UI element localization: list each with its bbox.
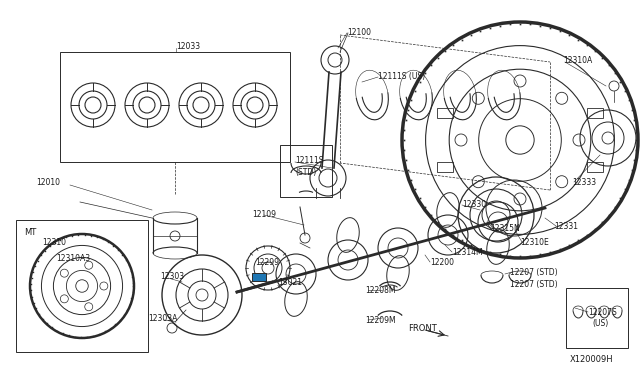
- Text: 12109: 12109: [252, 210, 276, 219]
- Bar: [60, 52, 290, 162]
- Text: 12033: 12033: [176, 42, 200, 51]
- Text: 12010: 12010: [36, 178, 60, 187]
- Text: 12207 (STD): 12207 (STD): [510, 268, 557, 277]
- Text: 12310: 12310: [42, 238, 66, 247]
- Text: 12303A: 12303A: [148, 314, 177, 323]
- Text: 12208M: 12208M: [365, 286, 396, 295]
- Text: 12333: 12333: [572, 178, 596, 187]
- Bar: [588, 163, 604, 173]
- Text: 12303: 12303: [160, 272, 184, 281]
- Bar: [16, 220, 148, 352]
- Text: 12207S: 12207S: [588, 308, 617, 317]
- Text: 12111S (US): 12111S (US): [378, 72, 425, 81]
- Text: (US): (US): [592, 319, 608, 328]
- Text: X120009H: X120009H: [570, 355, 614, 364]
- Text: 12209M: 12209M: [365, 316, 396, 325]
- Text: 12315N: 12315N: [490, 224, 520, 233]
- Text: 12310A: 12310A: [563, 56, 592, 65]
- Text: 13021: 13021: [278, 278, 302, 287]
- Text: 12111S: 12111S: [295, 156, 323, 165]
- Text: 12310A3: 12310A3: [56, 254, 90, 263]
- Text: 12331: 12331: [554, 222, 578, 231]
- Bar: [436, 108, 452, 118]
- Text: 12330: 12330: [462, 200, 486, 209]
- Text: 12299: 12299: [255, 258, 279, 267]
- Bar: [588, 108, 604, 118]
- Bar: [252, 273, 266, 281]
- Bar: [280, 145, 332, 197]
- Text: 12314M: 12314M: [452, 248, 483, 257]
- Text: (STD): (STD): [295, 168, 316, 177]
- Text: MT: MT: [24, 228, 36, 237]
- Text: 12100: 12100: [347, 28, 371, 37]
- Bar: [566, 288, 628, 348]
- Text: 12207 (STD): 12207 (STD): [510, 280, 557, 289]
- Text: 12310E: 12310E: [520, 238, 548, 247]
- Bar: [436, 163, 452, 173]
- Text: FRONT: FRONT: [408, 324, 436, 333]
- Text: 12200: 12200: [430, 258, 454, 267]
